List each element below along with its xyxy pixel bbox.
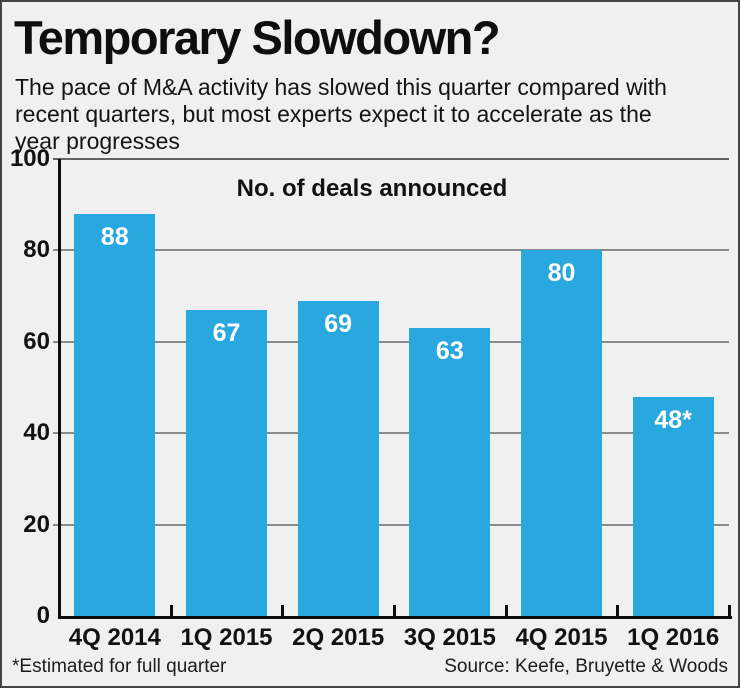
y-tick-label: 60 [23,327,50,355]
bar [297,300,379,616]
gridline [53,158,729,160]
bar [409,328,491,616]
x-axis-tick [169,605,173,616]
subtitle-line: The pace of M&A activity has slowed this… [15,74,667,100]
y-tick-label: 100 [9,145,50,172]
x-axis-tick [393,605,396,616]
x-tick-label: 4Q 2014 [68,624,161,651]
bar-value-label: 80 [547,259,576,288]
y-axis [58,159,61,619]
x-axis-tick [616,605,620,616]
bar-value-label: 48* [654,405,692,434]
y-tick-label: 0 [36,602,50,629]
chart-title: No. of deals announced [236,175,508,202]
gridline [53,523,729,526]
subtitle-line: year progresses [15,128,180,154]
bar-value-label: 63 [435,337,464,366]
x-tick-label: 1Q 2015 [180,624,273,651]
y-tick-label: 20 [23,510,50,538]
x-axis-tick [728,605,731,616]
x-tick-label: 4Q 2015 [515,624,608,651]
bar [521,250,602,616]
bar-value-label: 69 [324,309,353,338]
x-tick-label: 3Q 2015 [403,624,496,651]
x-axis-tick [504,605,508,616]
x-tick-label: 1Q 2016 [627,624,720,651]
bar [74,213,156,616]
source-credit: Source: Keefe, Bruyette & Woods [444,656,728,677]
footnote: *Estimated for full quarter [12,656,227,677]
bar-value-label: 67 [212,318,241,347]
gridline [53,432,729,435]
bar [186,309,267,616]
subtitle-line: recent quarters, but most experts expect… [15,101,652,127]
bar [632,396,714,616]
y-tick-label: 40 [23,419,50,447]
x-axis-tick [281,605,285,616]
subtitle: The pace of M&A activity has slowed this… [15,74,727,155]
gridline [53,340,729,343]
gridline [53,249,729,252]
x-tick-label: 2Q 2015 [292,624,385,651]
bar-value-label: 88 [100,222,129,251]
page-title: Temporary Slowdown? [14,11,501,64]
y-tick-label: 80 [23,236,50,264]
x-axis [58,616,732,619]
